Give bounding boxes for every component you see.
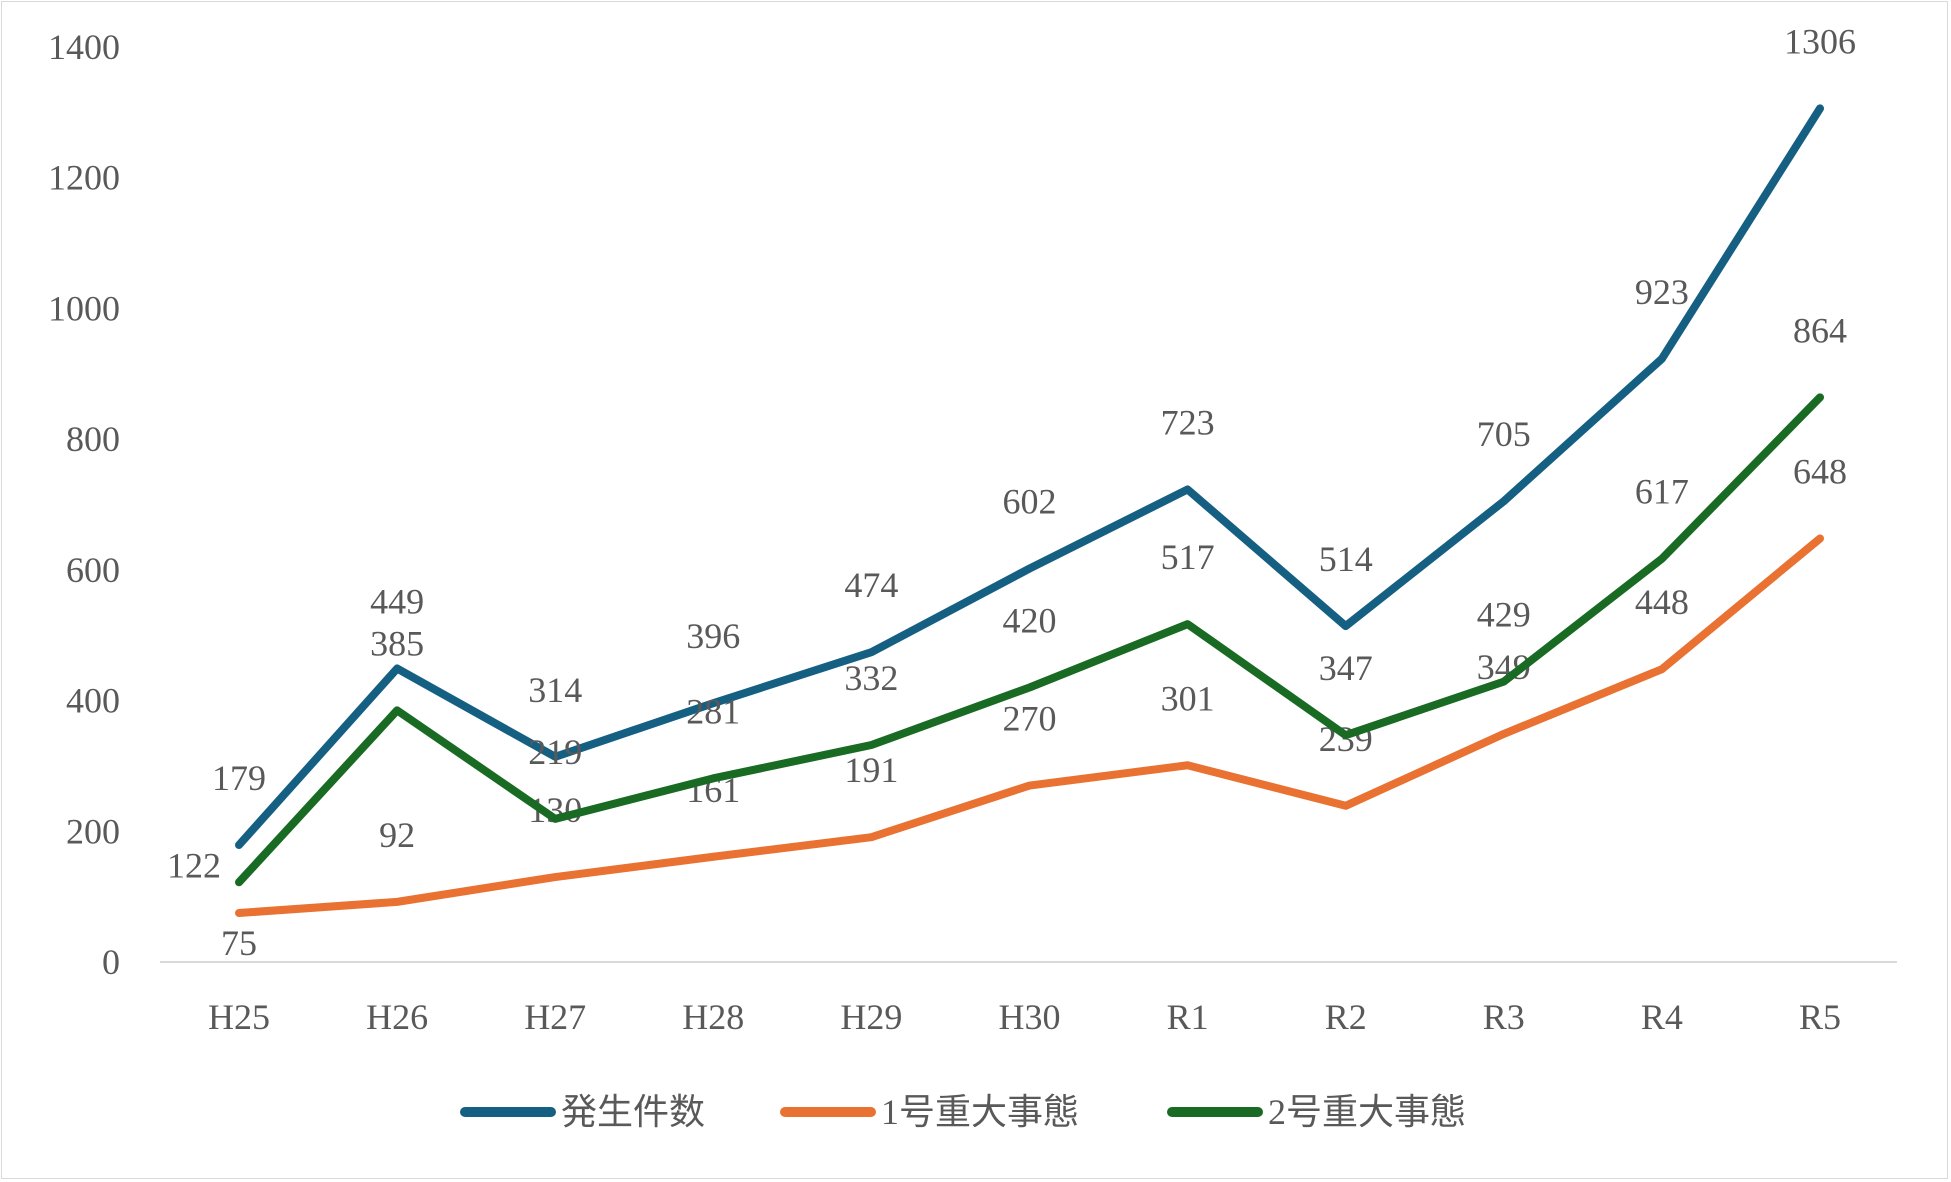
- x-tick-label: H25: [208, 997, 270, 1037]
- legend-label: 発生件数: [561, 1092, 705, 1132]
- data-label: 864: [1793, 310, 1847, 350]
- data-label: 429: [1477, 595, 1531, 635]
- data-label: 723: [1161, 402, 1215, 442]
- data-label: 179: [212, 758, 266, 798]
- y-tick-label: 200: [66, 811, 120, 851]
- data-label: 281: [686, 691, 740, 731]
- legend-label: 2号重大事態: [1268, 1092, 1466, 1132]
- data-label: 347: [1319, 648, 1373, 688]
- data-label: 648: [1793, 451, 1847, 491]
- data-label: 122: [167, 845, 221, 885]
- data-label: 517: [1161, 537, 1215, 577]
- y-tick-label: 1000: [48, 288, 120, 328]
- data-label: 514: [1319, 539, 1373, 579]
- data-label: 448: [1635, 582, 1689, 622]
- y-tick-label: 1200: [48, 158, 120, 198]
- x-tick-label: H30: [999, 997, 1061, 1037]
- y-tick-label: 600: [66, 550, 120, 590]
- data-label: 314: [528, 670, 582, 710]
- x-tick-label: R2: [1325, 997, 1367, 1037]
- data-label: 449: [370, 582, 424, 622]
- legend-label: 1号重大事態: [881, 1092, 1079, 1132]
- x-tick-label: H29: [840, 997, 902, 1037]
- x-tick-label: H26: [366, 997, 428, 1037]
- x-tick-label: H28: [682, 997, 744, 1037]
- y-tick-label: 400: [66, 681, 120, 721]
- data-label: 75: [221, 923, 257, 963]
- x-tick-label: H27: [524, 997, 586, 1037]
- data-label: 301: [1161, 678, 1215, 718]
- series-line-1: [235, 104, 1824, 850]
- data-label: 219: [528, 732, 582, 772]
- x-tick-label: R4: [1641, 997, 1683, 1037]
- data-label: 396: [686, 616, 740, 656]
- y-tick-label: 800: [66, 419, 120, 459]
- y-tick-label: 1400: [48, 27, 120, 67]
- data-label: 1306: [1784, 21, 1856, 61]
- data-label: 270: [1003, 699, 1057, 739]
- x-tick-label: R1: [1167, 997, 1209, 1037]
- data-label: 191: [844, 750, 898, 790]
- data-label: 332: [844, 658, 898, 698]
- data-label: 420: [1003, 601, 1057, 641]
- data-label: 92: [379, 815, 415, 855]
- series-line-3: [235, 393, 1824, 887]
- data-label: 474: [844, 565, 898, 605]
- series-line-2: [235, 534, 1824, 917]
- data-label: 617: [1635, 472, 1689, 512]
- data-label: 385: [370, 623, 424, 663]
- x-tick-label: R3: [1483, 997, 1525, 1037]
- y-tick-label: 0: [102, 942, 120, 982]
- x-tick-label: R5: [1799, 997, 1841, 1037]
- data-label: 602: [1003, 482, 1057, 522]
- data-label: 705: [1477, 414, 1531, 454]
- data-label: 923: [1635, 272, 1689, 312]
